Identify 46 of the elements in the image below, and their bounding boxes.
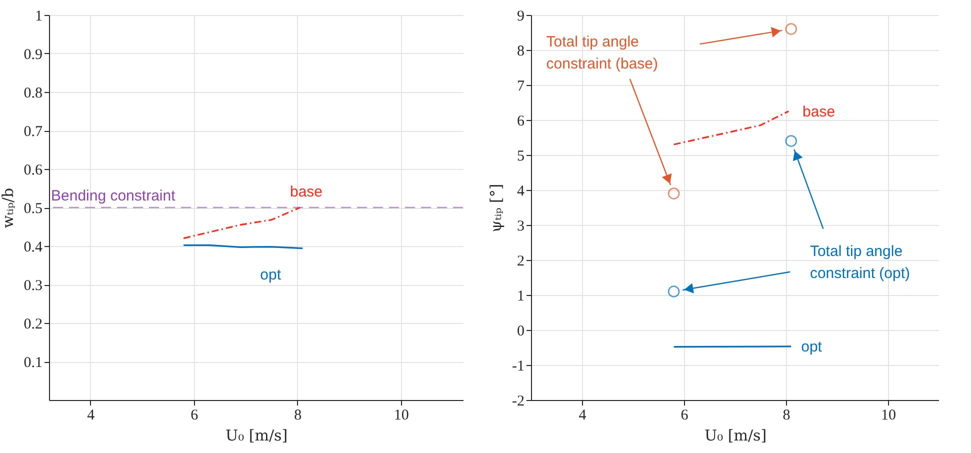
y-tick-label: 2 bbox=[517, 254, 524, 270]
x-tick-label: 10 bbox=[881, 408, 896, 424]
y-tick-label: 8 bbox=[517, 44, 524, 60]
y-tick-label: 0 bbox=[517, 324, 524, 340]
series-label: base bbox=[290, 184, 323, 200]
y-tick-label: -2 bbox=[512, 394, 524, 410]
point bbox=[785, 135, 797, 147]
y-tick-label: 0.1 bbox=[24, 355, 42, 371]
y-tick-label: 4 bbox=[517, 184, 525, 200]
series-label: opt bbox=[260, 266, 282, 284]
point bbox=[668, 286, 680, 298]
y-tick-label: 0.2 bbox=[24, 316, 42, 332]
ref-line-label: Bending constraint bbox=[51, 188, 176, 204]
y-tick-label: 1 bbox=[517, 288, 524, 304]
y-tick-label: 1 bbox=[35, 8, 42, 24]
line-series bbox=[182, 206, 301, 240]
y-axis-title: ψₜᵢₚ [°] bbox=[487, 184, 506, 232]
x-tick-label: 8 bbox=[294, 408, 302, 424]
y-tick-label: -1 bbox=[512, 358, 524, 374]
y-tick-label: 0.4 bbox=[24, 240, 43, 256]
y-tick-label: 0.9 bbox=[24, 47, 42, 63]
series-label: base bbox=[802, 103, 836, 120]
series-label: opt bbox=[801, 338, 823, 356]
y-tick-label: 9 bbox=[517, 8, 524, 24]
y-tick-label: 6 bbox=[517, 114, 525, 130]
x-tick-label: 4 bbox=[578, 408, 587, 424]
x-tick-label: 10 bbox=[394, 408, 409, 424]
x-axis-title: U₀ [m/s] bbox=[225, 426, 288, 444]
x-tick-label: 6 bbox=[680, 408, 689, 424]
text: Total tip angle constraint (base) bbox=[546, 33, 658, 72]
x-tick-label: 8 bbox=[782, 408, 790, 424]
y-tick-label: 3 bbox=[517, 218, 524, 234]
point bbox=[668, 188, 680, 200]
y-tick-label: 0.3 bbox=[24, 278, 42, 294]
y-tick-label: 7 bbox=[517, 78, 525, 94]
x-tick-label: 6 bbox=[190, 408, 199, 424]
y-tick-label: 0.6 bbox=[24, 162, 43, 178]
x-tick-label: 4 bbox=[87, 408, 96, 424]
text: Total tip angle constraint (opt) bbox=[810, 242, 910, 282]
y-tick-label: 5 bbox=[517, 148, 524, 164]
x-axis-title: U₀ [m/s] bbox=[704, 426, 767, 444]
y-tick-label: 0.5 bbox=[24, 201, 42, 217]
y-tick-label: 0.8 bbox=[24, 86, 42, 102]
y-tick-label: 0.7 bbox=[24, 124, 43, 140]
point bbox=[785, 23, 797, 35]
y-axis-title: wₜᵢₚ/b bbox=[0, 188, 17, 228]
